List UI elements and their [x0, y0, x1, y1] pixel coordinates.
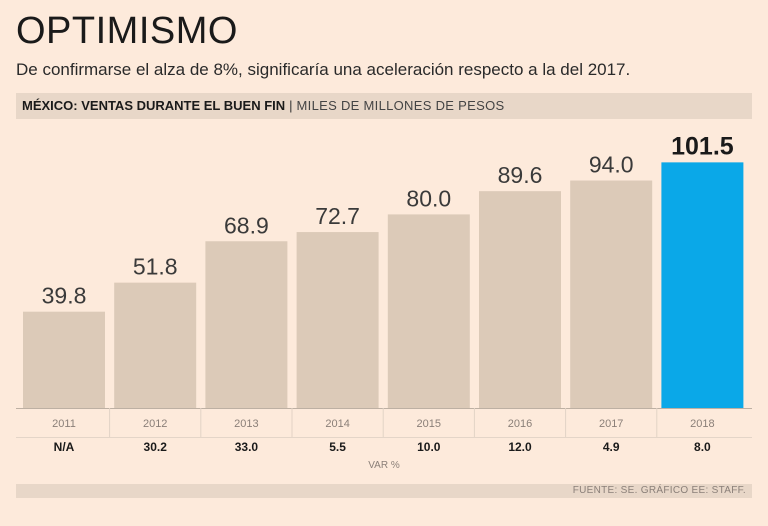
- var-value-2018: 8.0: [694, 440, 711, 454]
- x-tick-label-2015: 2015: [417, 418, 441, 430]
- x-tick-label-2013: 2013: [234, 418, 258, 430]
- var-value-2016: 12.0: [508, 440, 532, 454]
- value-label-2016: 89.6: [498, 162, 543, 188]
- var-row-label: VAR %: [368, 460, 400, 471]
- var-value-2012: 30.2: [144, 440, 168, 454]
- chart-subtitle: De confirmarse el alza de 8%, significar…: [16, 60, 631, 79]
- x-tick-label-2011: 2011: [52, 418, 76, 430]
- var-value-2015: 10.0: [417, 440, 441, 454]
- value-label-2018: 101.5: [671, 132, 734, 160]
- value-label-2013: 68.9: [224, 212, 269, 238]
- bar-2013: [205, 241, 288, 408]
- var-value-2014: 5.5: [329, 440, 346, 454]
- bar-2018: [661, 162, 744, 408]
- bar-2011: [23, 311, 105, 408]
- chart-title: OPTIMISMO: [16, 10, 238, 52]
- source-note: FUENTE: SE. GRÁFICO EE: STAFF.: [572, 485, 746, 496]
- x-tick-label-2018: 2018: [690, 418, 714, 430]
- var-value-2013: 33.0: [235, 440, 259, 454]
- footer-bar: FUENTE: SE. GRÁFICO EE: STAFF.: [16, 484, 752, 498]
- x-tick-label-2012: 2012: [143, 418, 167, 430]
- bar-2016: [479, 191, 561, 408]
- x-tick-label-2014: 2014: [325, 418, 349, 430]
- var-value-2011: N/A: [54, 440, 75, 454]
- header-separator: |: [289, 98, 293, 113]
- value-label-2017: 94.0: [589, 152, 634, 178]
- value-label-2015: 80.0: [406, 185, 451, 211]
- x-tick-label-2016: 2016: [508, 418, 532, 430]
- value-label-2014: 72.7: [315, 203, 360, 229]
- bar-2012: [114, 282, 197, 408]
- chart-unit-label: MILES DE MILLONES DE PESOS: [296, 98, 505, 113]
- bar-2014: [296, 232, 379, 408]
- var-value-2017: 4.9: [603, 440, 620, 454]
- bar-2015: [387, 214, 470, 408]
- value-label-2011: 39.8: [42, 283, 87, 309]
- x-tick-label-2017: 2017: [599, 418, 623, 430]
- value-label-2012: 51.8: [133, 254, 178, 280]
- bar-2017: [570, 180, 653, 408]
- chart-header-bar: MÉXICO: VENTAS DURANTE EL BUEN FIN | MILES…: [16, 93, 752, 119]
- chart-series-label: MÉXICO: VENTAS DURANTE EL BUEN FIN: [22, 98, 286, 113]
